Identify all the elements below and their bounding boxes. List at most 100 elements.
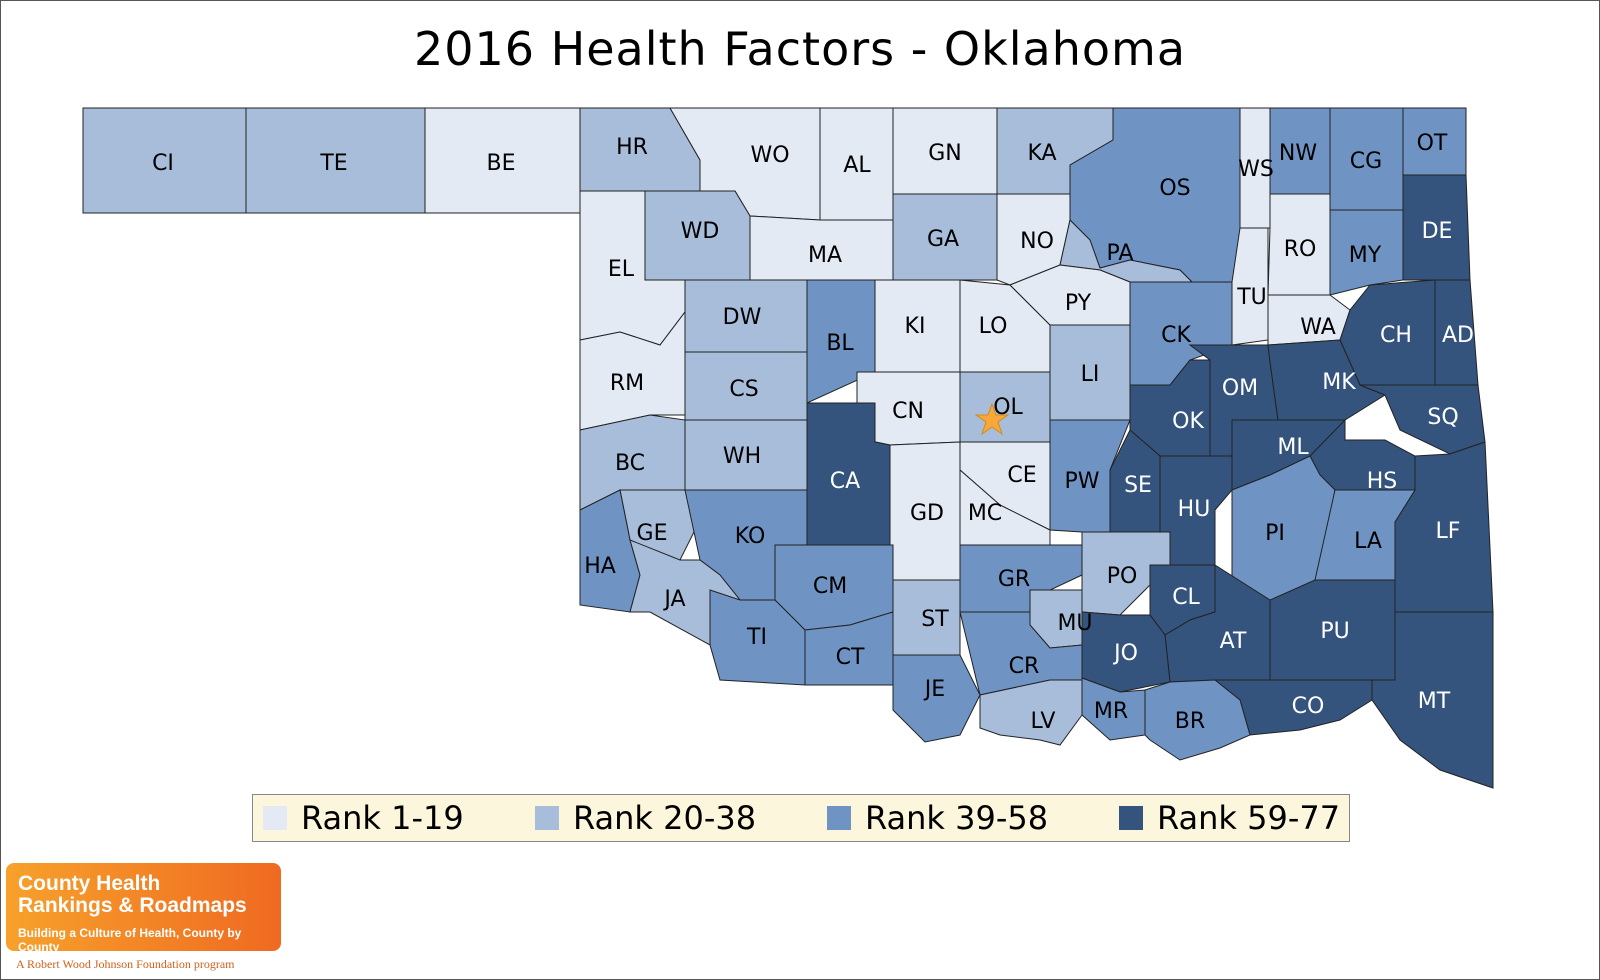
county-label-py: PY [1065,291,1092,316]
map-legend: Rank 1-19 Rank 20-38 Rank 39-58 Rank 59-… [252,794,1350,842]
rwjf-credit: A Robert Wood Johnson Foundation program [16,957,235,971]
county-label-lo: LO [979,314,1008,339]
county-label-ck: CK [1161,323,1191,348]
county-label-ok: OK [1172,409,1204,434]
county-label-po: PO [1107,564,1138,589]
county-label-ws: WS [1238,157,1274,182]
county-lv[interactable] [979,679,1083,746]
county-label-la: LA [1354,529,1382,554]
county-label-om: OM [1222,376,1258,401]
county-label-sq: SQ [1427,405,1458,430]
county-label-pi: PI [1265,521,1285,546]
county-label-st: ST [921,607,949,632]
county-ct[interactable] [804,611,894,686]
county-my[interactable] [1329,209,1404,296]
county-label-wa: WA [1300,315,1336,340]
legend-swatch [263,806,287,830]
county-label-gr: GR [998,567,1030,592]
legend-item-rank-4: Rank 59-77 [1119,799,1341,837]
county-label-ce: CE [1007,463,1036,488]
legend-swatch [1119,806,1143,830]
county-label-el: EL [608,257,635,282]
county-label-ga: GA [927,227,959,252]
county-label-bc: BC [615,451,645,476]
county-label-de: DE [1422,219,1453,244]
legend-item-rank-3: Rank 39-58 [827,799,1049,837]
county-label-ja: JA [662,587,685,612]
county-label-ct: CT [836,645,865,670]
county-label-hs: HS [1367,469,1398,494]
county-mc[interactable] [959,468,1051,546]
county-label-wh: WH [723,444,761,469]
county-mt[interactable] [1371,611,1494,789]
county-la[interactable] [1314,489,1416,581]
logo-tagline: Building a Culture of Health, County by … [18,926,242,954]
county-label-bl: BL [826,331,854,356]
county-label-tu: TU [1236,285,1267,310]
county-label-ka: KA [1027,141,1056,166]
county-label-ci: CI [152,151,174,176]
county-label-ch: CH [1380,323,1412,348]
county-label-cl: CL [1172,585,1200,610]
county-label-mc: MC [968,501,1002,526]
county-label-pw: PW [1064,469,1099,494]
legend-item-rank-1: Rank 1-19 [263,799,464,837]
legend-label: Rank 20-38 [573,799,757,837]
county-po[interactable] [1081,531,1171,616]
county-label-ko: KO [735,524,766,549]
star-icon [974,402,1010,436]
legend-label: Rank 59-77 [1157,799,1341,837]
county-br[interactable] [1144,679,1251,761]
county-label-ti: TI [746,625,767,650]
county-label-ad: AD [1442,323,1474,348]
county-je[interactable] [892,654,981,743]
county-label-gn: GN [928,141,962,166]
county-label-os: OS [1159,176,1190,201]
county-label-mk: MK [1322,370,1356,395]
county-label-ge: GE [637,521,668,546]
county-label-be: BE [487,151,516,176]
legend-label: Rank 39-58 [865,799,1049,837]
county-label-ot: OT [1417,131,1448,156]
county-label-cm: CM [813,574,847,599]
legend-swatch [535,806,559,830]
legend-item-rank-2: Rank 20-38 [535,799,757,837]
county-label-li: LI [1081,362,1100,387]
map-title: 2016 Health Factors - Oklahoma [413,22,1187,76]
county-label-lf: LF [1436,519,1461,544]
county-label-pa: PA [1107,241,1134,266]
county-label-cs: CS [729,377,758,402]
county-label-wo: WO [750,143,789,168]
county-label-br: BR [1175,709,1205,734]
county-label-dw: DW [723,305,762,330]
county-label-ki: KI [905,314,926,339]
county-label-hr: HR [616,135,648,160]
county-label-ca: CA [830,469,860,494]
legend-swatch [827,806,851,830]
county-label-mt: MT [1418,689,1451,714]
county-mk[interactable] [1267,339,1387,421]
county-label-te: TE [319,151,347,176]
chr-logo[interactable]: County Health Rankings & Roadmaps Buildin… [6,863,281,954]
county-label-ha: HA [584,554,616,579]
county-label-no: NO [1020,229,1054,254]
county-label-pu: PU [1320,619,1349,644]
logo-title: County Health Rankings & Roadmaps [18,872,247,917]
county-label-ma: MA [808,243,842,268]
county-label-jo: JO [1112,641,1138,666]
county-label-mu: MU [1057,611,1092,636]
county-label-se: SE [1124,473,1152,498]
county-label-je: JE [923,677,945,702]
county-label-rm: RM [610,371,644,396]
county-label-ro: RO [1284,237,1317,262]
county-label-lv: LV [1031,709,1056,734]
county-label-wd: WD [681,219,720,244]
county-label-at: AT [1220,629,1247,654]
county-label-my: MY [1349,243,1382,268]
county-label-nw: NW [1279,141,1317,166]
county-label-hu: HU [1178,497,1211,522]
county-label-mr: MR [1094,699,1128,724]
county-label-cr: CR [1009,654,1040,679]
county-label-al: AL [843,153,871,178]
